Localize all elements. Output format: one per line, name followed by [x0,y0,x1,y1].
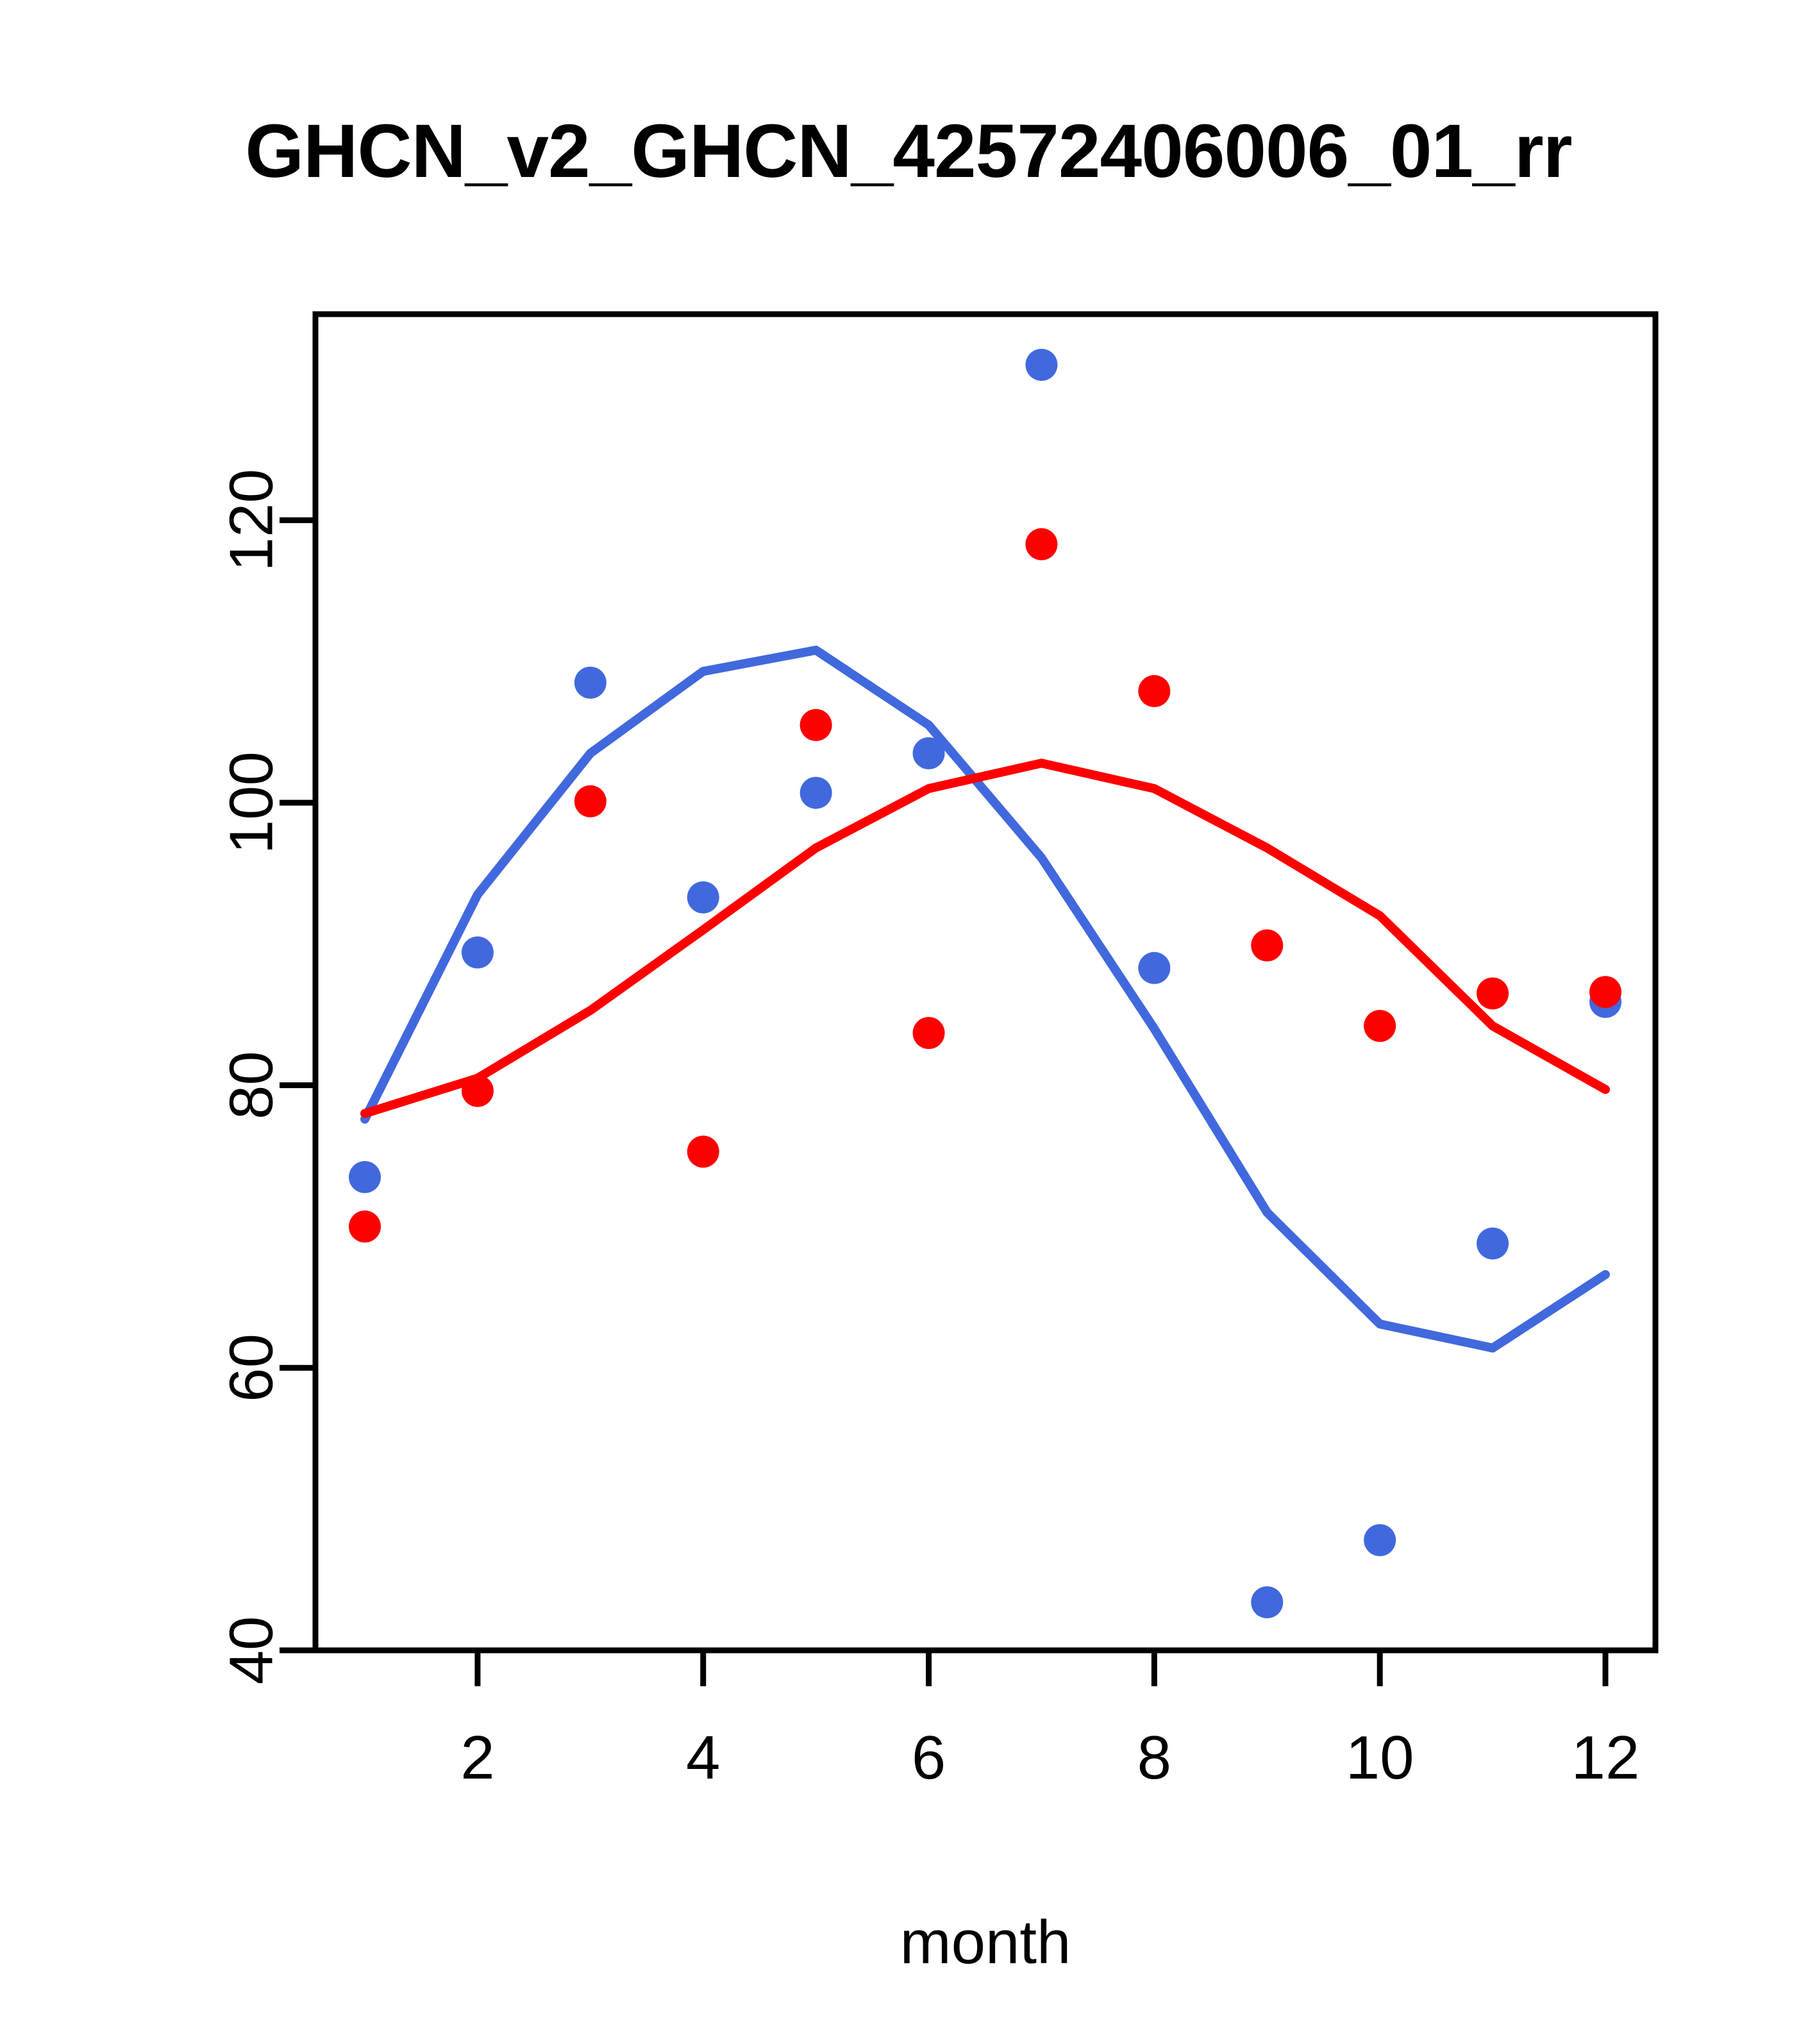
series-line-red-line [360,758,1610,1118]
data-point-blue-points [349,1160,381,1193]
y-axis-tick-label: 80 [217,1051,286,1119]
data-point-blue-points [574,666,607,699]
data-point-blue-points [1138,951,1171,984]
x-axis-title: month [900,1908,1071,1977]
data-point-blue-points [1251,1586,1284,1619]
data-point-blue-points [687,881,719,914]
x-axis-tick-label: 8 [1137,1723,1171,1792]
data-point-red-points [1477,977,1509,1010]
x-axis-tick-label: 12 [1571,1723,1640,1792]
data-point-red-points [461,1075,494,1107]
x-axis-tick-label: 6 [912,1723,946,1792]
plot-box [312,311,1659,1654]
data-point-blue-points [912,737,945,769]
series-line-blue-line [360,646,1610,1353]
y-axis-tick-label: 60 [217,1334,286,1402]
data-point-red-points [1025,528,1058,560]
data-point-blue-points [800,776,832,809]
data-point-blue-points [1025,348,1058,381]
x-axis-tick-label: 2 [460,1723,494,1792]
data-point-red-points [1138,674,1171,707]
y-axis-tick-label: 120 [217,469,286,571]
data-point-red-points [1589,976,1621,1009]
x-axis-tick-label: 4 [686,1723,720,1792]
y-axis-tick-label: 40 [217,1616,286,1685]
x-axis-tick-label: 10 [1346,1723,1414,1792]
y-axis-tick-label: 100 [217,751,286,854]
data-point-red-points [687,1135,719,1168]
data-point-red-points [1251,929,1284,962]
data-point-red-points [349,1210,381,1243]
data-point-red-points [1364,1010,1396,1043]
page-title: GHCN_v2_GHCN_42572406006_01_rr [245,109,1572,194]
data-point-red-points [912,1017,945,1050]
data-point-blue-points [1364,1524,1396,1557]
data-point-blue-points [1477,1227,1509,1260]
data-point-red-points [800,708,832,741]
data-point-blue-points [461,936,494,969]
data-point-red-points [574,785,607,817]
